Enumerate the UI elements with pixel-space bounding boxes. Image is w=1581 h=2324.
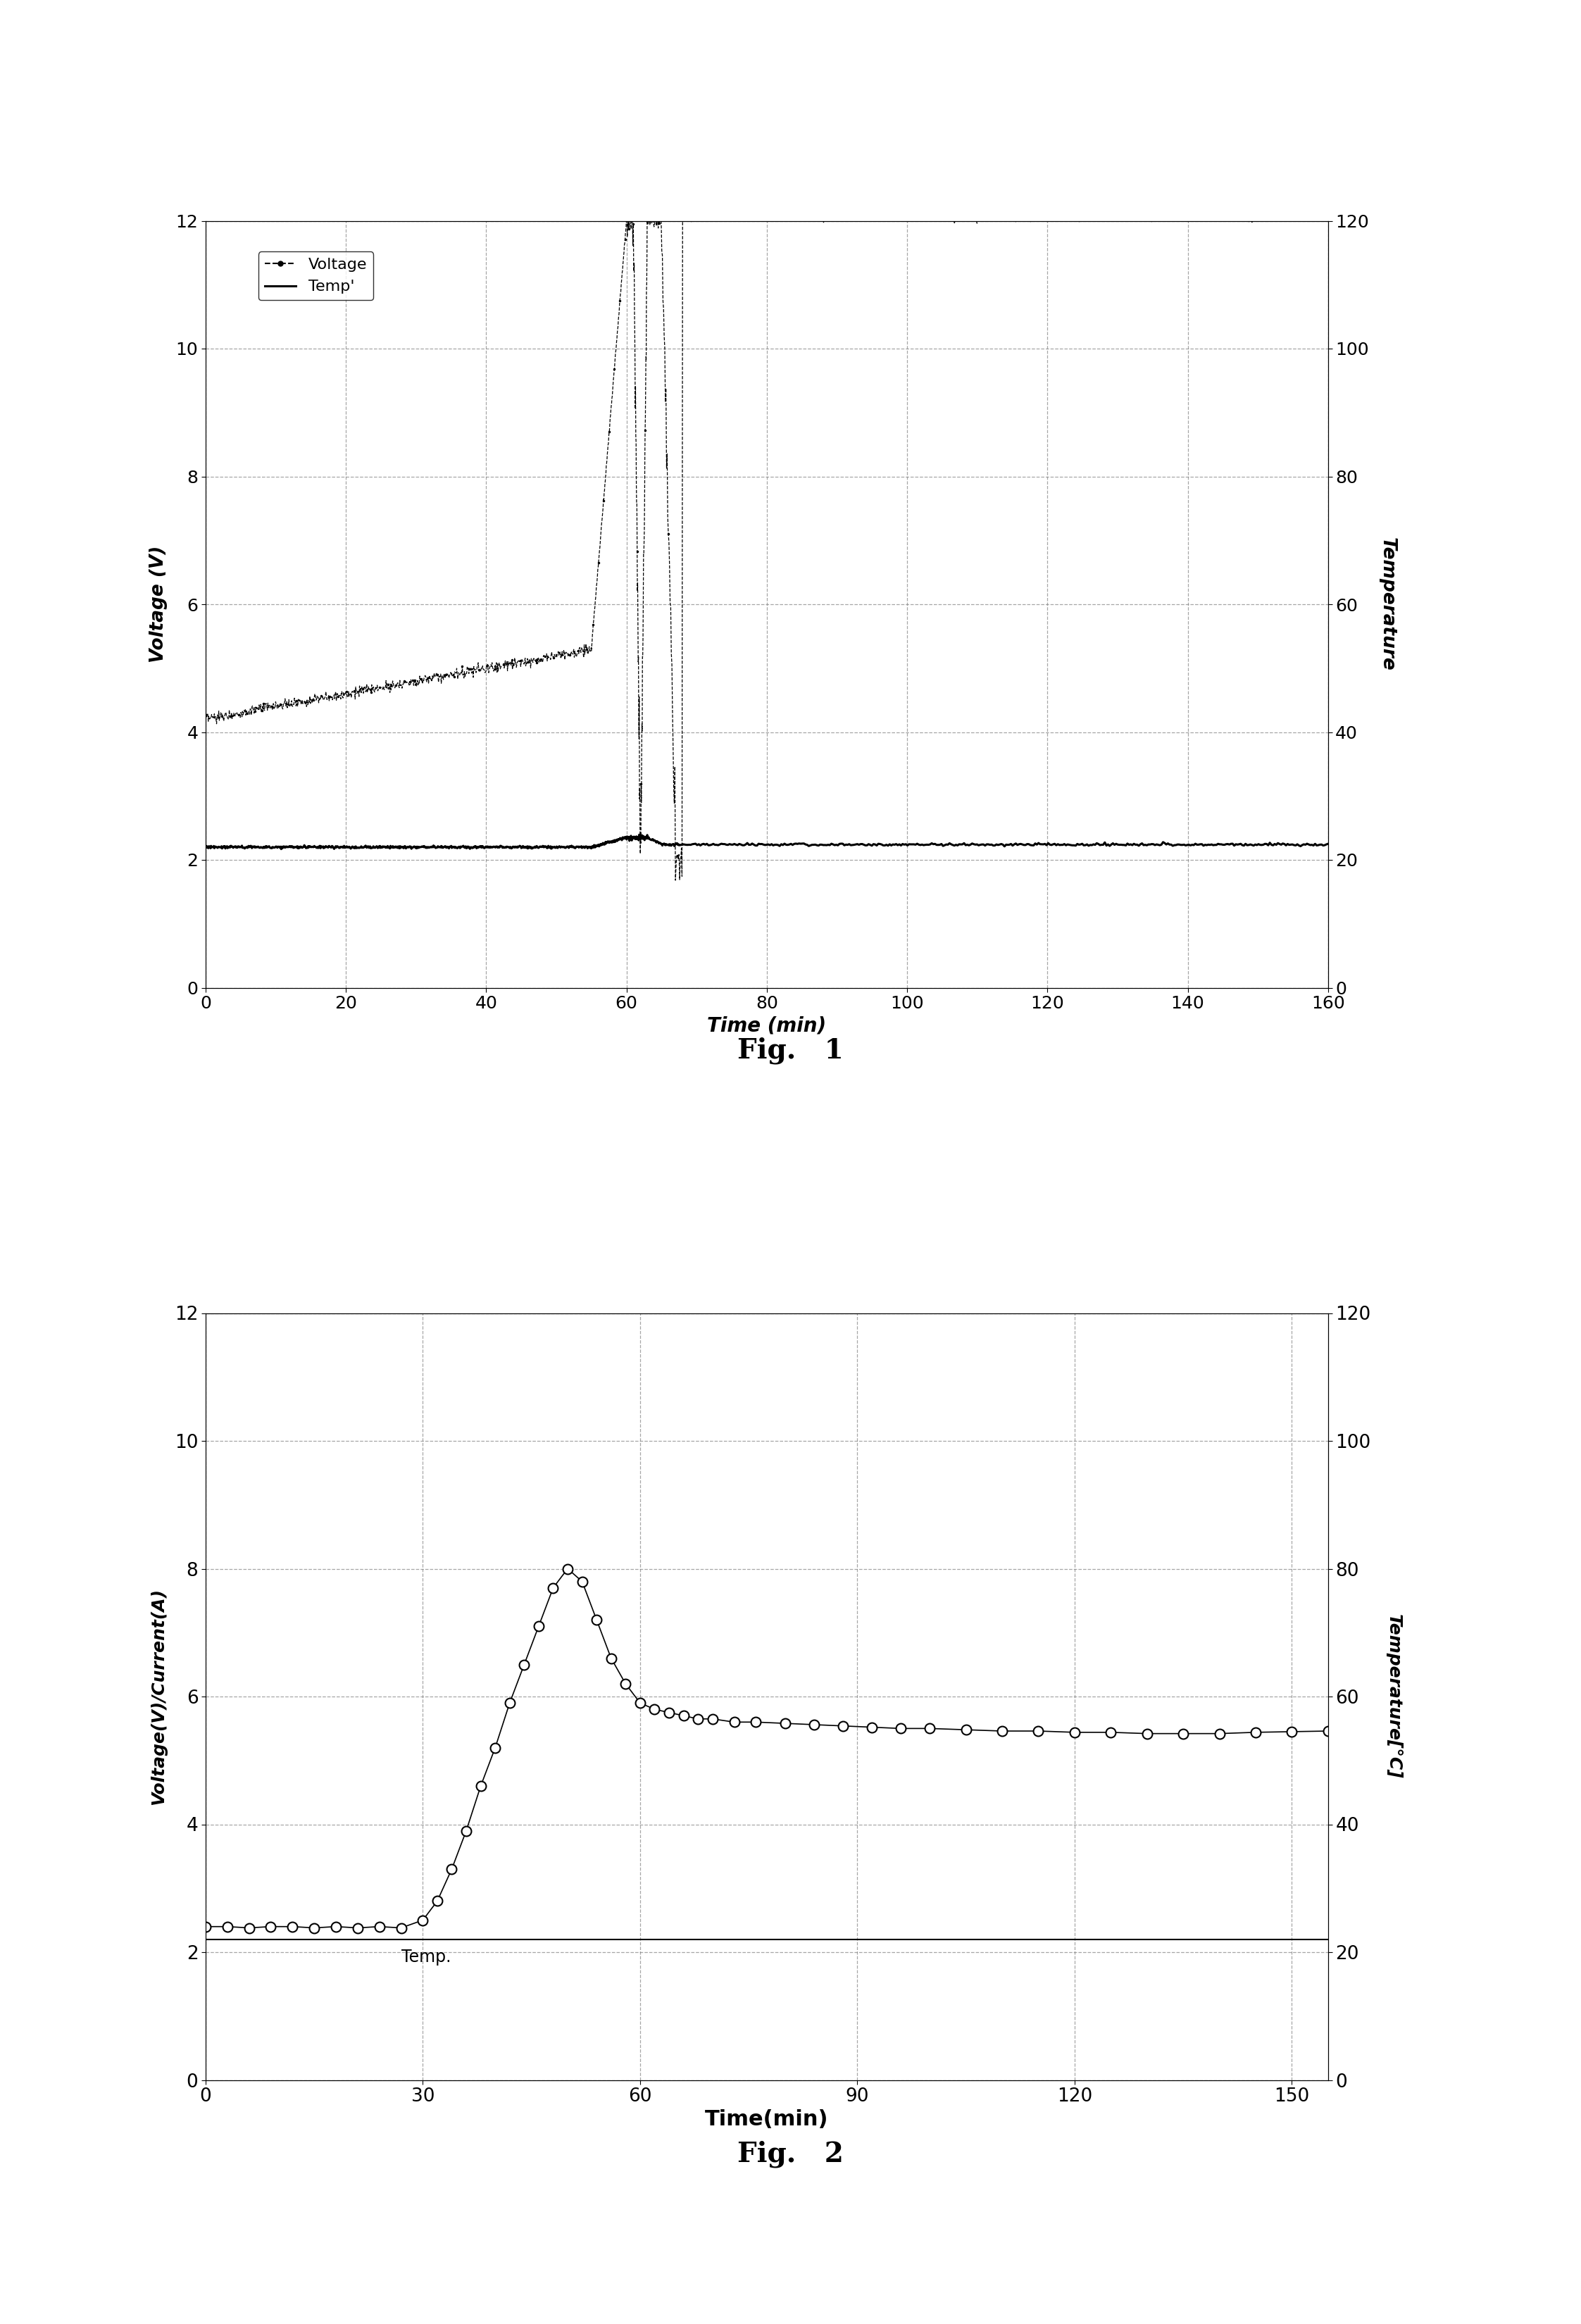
Voltage [666, 867, 685, 895]
Legend: Voltage, Temp': Voltage, Temp' [258, 251, 373, 300]
Temp' [196, 834, 215, 862]
Y-axis label: Voltage(V)/Current(A): Voltage(V)/Current(A) [150, 1587, 166, 1806]
Voltage [389, 669, 408, 697]
Voltage [319, 688, 338, 716]
Temp' [945, 832, 964, 860]
Text: Fig.   2: Fig. 2 [737, 2140, 844, 2168]
Text: Fig.   1: Fig. 1 [737, 1037, 844, 1064]
Temp' [1319, 830, 1338, 858]
Temp' [272, 834, 291, 862]
Voltage [196, 702, 215, 730]
Y-axis label: Voltage (V): Voltage (V) [150, 546, 168, 662]
X-axis label: Time (min): Time (min) [707, 1016, 827, 1037]
Voltage [202, 700, 221, 727]
Voltage [512, 646, 531, 674]
Temp' [389, 834, 408, 862]
Y-axis label: Temperature: Temperature [1379, 537, 1396, 672]
Line: Temp': Temp' [206, 834, 1328, 848]
Y-axis label: Temperature[°C]: Temperature[°C] [1385, 1615, 1402, 1778]
Temp' [629, 820, 648, 848]
Voltage [1319, 202, 1338, 230]
X-axis label: Time(min): Time(min) [705, 2110, 828, 2131]
Voltage [590, 539, 609, 567]
Voltage [637, 186, 656, 214]
Voltage [945, 209, 964, 237]
Temp' [590, 832, 609, 860]
Temp' [321, 832, 340, 860]
Temp' [512, 834, 531, 862]
Line: Voltage: Voltage [206, 200, 1328, 881]
Text: Temp.: Temp. [402, 1948, 451, 1966]
Temp' [202, 834, 221, 862]
